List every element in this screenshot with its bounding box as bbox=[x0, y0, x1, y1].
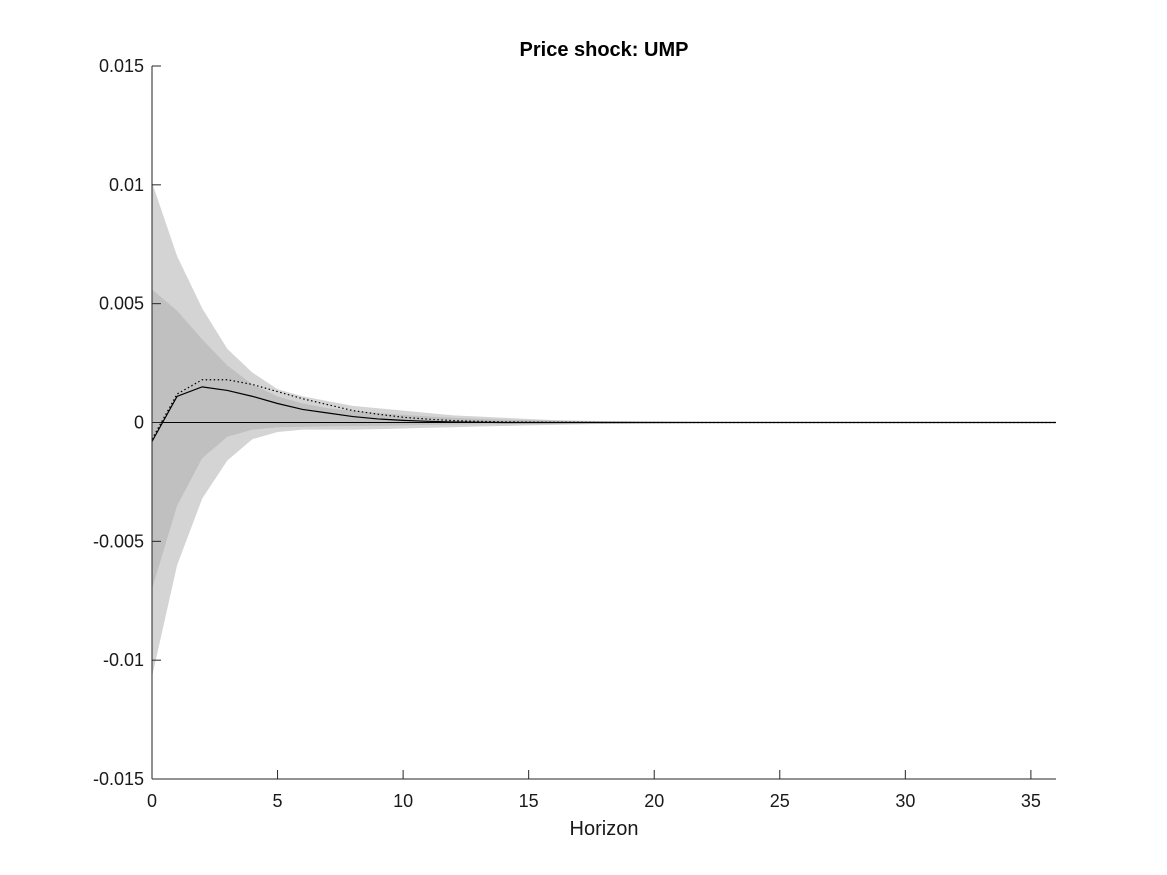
x-tick-label: 35 bbox=[1021, 791, 1041, 811]
x-tick-label: 5 bbox=[273, 791, 283, 811]
y-tick-label: -0.005 bbox=[93, 531, 144, 551]
y-tick-label: 0 bbox=[134, 413, 144, 433]
plot-area bbox=[151, 182, 1056, 677]
x-tick-label: 20 bbox=[644, 791, 664, 811]
y-tick-label: 0.015 bbox=[99, 56, 144, 76]
y-tick-label: -0.015 bbox=[93, 769, 144, 789]
inner-band-area bbox=[152, 289, 1056, 589]
x-axis-title: Horizon bbox=[570, 818, 639, 840]
y-tick-label: 0.005 bbox=[99, 294, 144, 314]
dotted-line bbox=[151, 379, 1056, 440]
x-tick-label: 10 bbox=[393, 791, 413, 811]
chart-title: Price shock: UMP bbox=[520, 39, 689, 61]
x-tick-label: 30 bbox=[895, 791, 915, 811]
y-tick-label: -0.01 bbox=[103, 650, 144, 670]
x-tick-label: 0 bbox=[147, 791, 157, 811]
x-tick-label: 15 bbox=[519, 791, 539, 811]
x-tick-label: 25 bbox=[770, 791, 790, 811]
y-tick-label: 0.01 bbox=[109, 175, 144, 195]
outer-band-area bbox=[152, 182, 1056, 677]
axes: 0 5 10 15 20 25 30 35 -0.015 -0.01 -0.005 0 0.005 0.0… bbox=[93, 56, 1056, 811]
